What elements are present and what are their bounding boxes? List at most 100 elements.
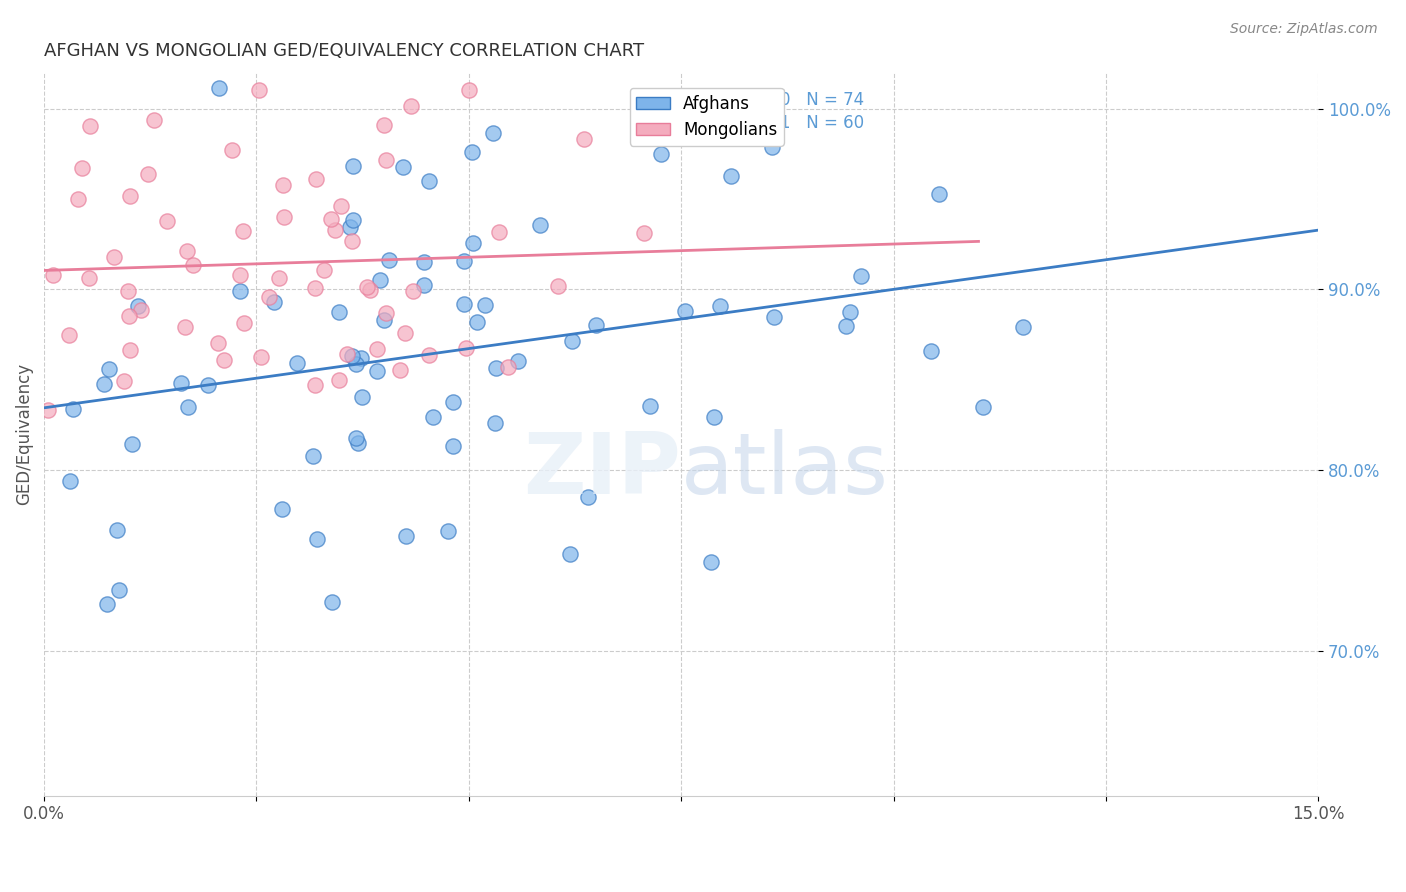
Y-axis label: GED/Equivalency: GED/Equivalency: [15, 363, 32, 505]
Point: [117, 284, 139, 298]
Point: [319, 212, 342, 227]
Point: [340, 350, 363, 364]
Point: [263, 294, 285, 309]
Point: [143, 112, 166, 127]
Point: [181, 259, 204, 273]
Point: [972, 400, 994, 414]
Point: [304, 281, 326, 295]
Point: [373, 119, 395, 133]
Point: [441, 395, 464, 409]
Point: [413, 255, 436, 269]
Point: [105, 523, 128, 537]
Point: [121, 437, 143, 451]
Point: [529, 219, 551, 233]
Point: [373, 313, 395, 327]
Text: Source: ZipAtlas.com: Source: ZipAtlas.com: [1230, 22, 1378, 37]
Point: [474, 298, 496, 312]
Point: [720, 169, 742, 184]
Text: R = 0.210   N = 74: R = 0.210 N = 74: [707, 90, 863, 109]
Point: [108, 583, 131, 598]
Point: [127, 299, 149, 313]
Point: [762, 310, 785, 324]
Point: [454, 341, 477, 355]
Point: [321, 595, 343, 609]
Point: [330, 200, 353, 214]
Point: [496, 359, 519, 374]
Point: [484, 416, 506, 430]
Point: [436, 524, 458, 539]
Point: [394, 326, 416, 340]
Point: [467, 315, 489, 329]
Point: [208, 81, 231, 95]
Point: [342, 212, 364, 227]
Point: [457, 83, 479, 97]
Point: [547, 279, 569, 293]
Point: [212, 353, 235, 368]
Point: [323, 222, 346, 236]
Point: [112, 374, 135, 388]
Point: [328, 305, 350, 319]
Point: [392, 160, 415, 174]
Point: [170, 376, 193, 391]
Point: [673, 303, 696, 318]
Point: [638, 399, 661, 413]
Point: [920, 344, 942, 359]
Point: [835, 318, 858, 333]
Point: [702, 409, 724, 424]
Point: [271, 178, 294, 193]
Point: [761, 140, 783, 154]
Point: [1012, 320, 1035, 334]
Point: [285, 356, 308, 370]
Point: [700, 555, 723, 569]
Point: [375, 153, 398, 167]
Point: [37, 403, 59, 417]
Point: [96, 597, 118, 611]
Point: [328, 373, 350, 387]
Point: [314, 262, 336, 277]
Point: [221, 143, 243, 157]
Point: [453, 253, 475, 268]
Point: [229, 285, 252, 299]
Point: [207, 336, 229, 351]
Point: [62, 401, 84, 416]
Point: [412, 278, 434, 293]
Point: [366, 364, 388, 378]
Point: [388, 363, 411, 377]
Point: [849, 269, 872, 284]
Point: [273, 210, 295, 224]
Point: [270, 502, 292, 516]
Point: [342, 159, 364, 173]
Point: [482, 126, 505, 140]
Point: [650, 147, 672, 161]
Point: [488, 226, 510, 240]
Point: [402, 284, 425, 298]
Point: [377, 252, 399, 267]
Text: ZIP: ZIP: [523, 429, 681, 512]
Text: AFGHAN VS MONGOLIAN GED/EQUIVALENCY CORRELATION CHART: AFGHAN VS MONGOLIAN GED/EQUIVALENCY CORR…: [44, 42, 644, 60]
Point: [344, 431, 367, 445]
Point: [118, 310, 141, 324]
Point: [42, 268, 65, 282]
Point: [250, 351, 273, 365]
Point: [441, 439, 464, 453]
Point: [463, 235, 485, 250]
Point: [342, 234, 364, 248]
Point: [460, 145, 482, 159]
Point: [103, 250, 125, 264]
Point: [301, 450, 323, 464]
Point: [508, 354, 530, 368]
Point: [633, 226, 655, 240]
Point: [177, 400, 200, 414]
Point: [174, 320, 197, 334]
Point: [572, 132, 595, 146]
Point: [247, 83, 270, 97]
Point: [453, 296, 475, 310]
Point: [155, 214, 177, 228]
Point: [138, 167, 160, 181]
Point: [118, 189, 141, 203]
Point: [229, 268, 252, 282]
Point: [356, 280, 378, 294]
Point: [347, 435, 370, 450]
Point: [339, 219, 361, 234]
Point: [93, 377, 115, 392]
